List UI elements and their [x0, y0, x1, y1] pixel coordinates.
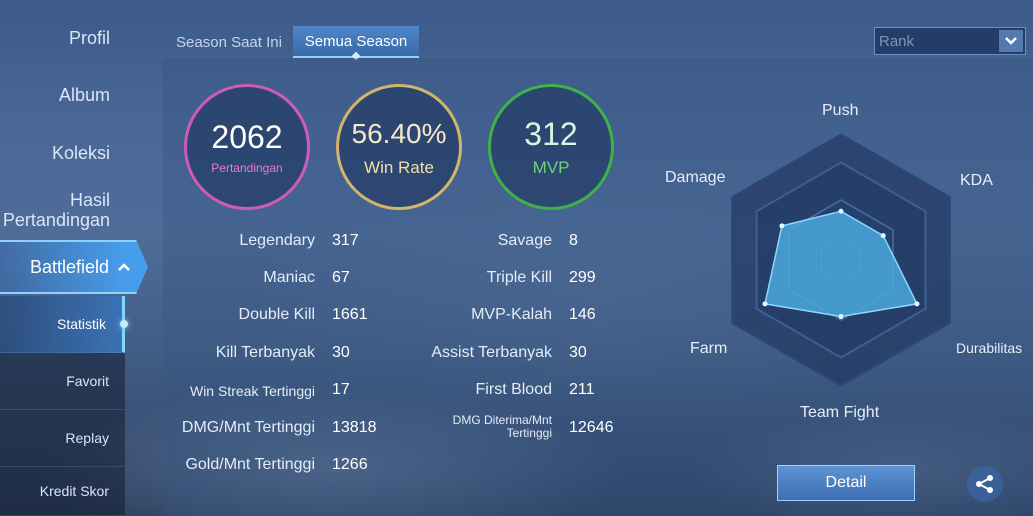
stat-value-dmg-mnt: 13818 [332, 419, 377, 436]
tab-semua-season[interactable]: Semua Season [293, 26, 419, 58]
detail-button[interactable]: Detail [777, 465, 915, 501]
submenu-favorit[interactable]: Favorit [0, 353, 125, 410]
stat-value-kill-terbanyak: 30 [332, 344, 350, 361]
sidebar-item-battlefield[interactable]: Battlefield [0, 240, 148, 294]
radar-point-team-fight [838, 314, 844, 320]
submenu-favorit-label: Favorit [66, 373, 109, 389]
matches-caption: Pertandingan [211, 161, 283, 175]
stat-value-triple-kill: 299 [569, 269, 596, 286]
stat-label-mvp-kalah: MVP-Kalah [471, 306, 552, 323]
chevron-down-icon [999, 30, 1023, 52]
radar-label-durabilitas: Durabilitas [956, 340, 1023, 356]
sidebar-item-koleksi[interactable]: Koleksi [51, 143, 110, 163]
sidebar: Profil Album Koleksi Hasil Pertandingan … [0, 0, 150, 516]
radar-label-farm: Farm [690, 340, 728, 357]
stat-label-assist-terbanyak: Assist Terbanyak [400, 344, 588, 362]
stat-value-maniac: 67 [332, 269, 350, 286]
win-rate-circle: 56.40% Win Rate [336, 84, 462, 210]
stat-label-dmg-diterima: DMG Diterima/Mnt Tertinggi [452, 413, 552, 440]
stat-label-legendary: Legendary [239, 232, 315, 249]
chevron-up-icon [117, 259, 131, 275]
stat-label-first-blood: First Blood [475, 381, 552, 398]
mode-select-value: Rank [879, 32, 915, 50]
sidebar-item-album[interactable]: Album [58, 85, 110, 105]
stat-value-first-blood: 211 [569, 381, 595, 398]
stat-label-triple-kill: Triple Kill [486, 269, 552, 286]
mode-select[interactable]: Rank [874, 27, 1026, 55]
submenu-replay-label: Replay [65, 430, 109, 446]
stat-value-double-kill: 1661 [332, 306, 368, 323]
radar-point-damage [779, 223, 785, 229]
radar-label-push: Push [822, 102, 859, 119]
radar-chart: Push KDA Durabilitas Team Fight Farm Dam… [640, 90, 1033, 430]
active-dot-icon [120, 320, 128, 328]
mvp-caption: MVP [532, 158, 570, 177]
radar-label-team-fight: Team Fight [800, 404, 880, 421]
radar-point-farm [762, 301, 768, 307]
stat-value-dmg-diterima: 12646 [569, 419, 614, 436]
win-rate-caption: Win Rate [364, 158, 434, 177]
stat-value-legendary: 317 [332, 232, 359, 249]
submenu-kredit-skor[interactable]: Kredit Skor [0, 467, 125, 516]
submenu-statistik[interactable]: Statistik [0, 296, 128, 353]
sidebar-item-hasil-pertandingan[interactable]: Hasil Pertandingan [2, 190, 110, 230]
win-rate-value: 56.40% [351, 118, 447, 149]
mvp-circle: 312 MVP [488, 84, 614, 210]
battlefield-submenu: Statistik Favorit Replay Kredit Skor [0, 296, 128, 516]
tab-season-saat-ini[interactable]: Season Saat Ini [176, 33, 282, 51]
stat-label-maniac: Maniac [263, 269, 315, 286]
radar-label-kda: KDA [960, 172, 993, 189]
stat-label-double-kill: Double Kill [238, 306, 315, 323]
stat-label-savage: Savage [497, 232, 552, 249]
radar-point-kda [880, 233, 886, 239]
radar-label-damage: Damage [665, 169, 726, 186]
stat-label-gold-mnt: Gold/Mnt Tertinggi [185, 456, 315, 473]
submenu-statistik-label: Statistik [56, 316, 106, 332]
radar-svg [731, 133, 951, 387]
stat-value-gold-mnt: 1266 [332, 456, 368, 473]
stat-label-dmg-mnt: DMG/Mnt Tertinggi [181, 419, 315, 436]
submenu-replay[interactable]: Replay [0, 410, 125, 467]
stat-label-kill-terbanyak: Kill Terbanyak [215, 344, 315, 361]
stat-value-win-streak: 17 [332, 381, 350, 398]
matches-circle: 2062 Pertandingan [184, 84, 310, 210]
submenu-kredit-skor-label: Kredit Skor [39, 483, 109, 499]
stat-value-savage: 8 [569, 232, 578, 249]
battlefield-label: Battlefield [30, 256, 110, 277]
stat-label-win-streak: Win Streak Tertinggi [189, 383, 315, 399]
radar-point-durabilitas [914, 301, 920, 307]
stat-value-assist-terbanyak: 30 [569, 344, 587, 361]
stat-label-assist-terbanyak-text: Assist Terbanyak [431, 344, 552, 361]
mvp-value: 312 [524, 116, 578, 152]
stat-value-mvp-kalah: 146 [569, 306, 596, 323]
radar-point-push [838, 208, 844, 214]
share-icon[interactable] [967, 466, 1003, 502]
sidebar-item-profil[interactable]: Profil [68, 28, 110, 48]
matches-value: 2062 [211, 119, 283, 155]
